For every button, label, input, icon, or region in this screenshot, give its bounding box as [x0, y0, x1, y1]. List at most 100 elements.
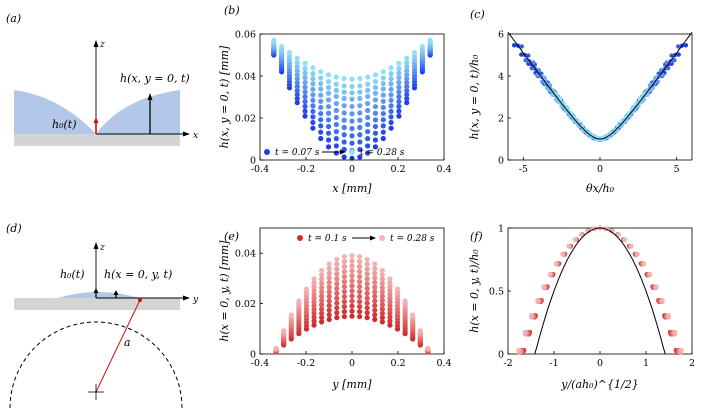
data-point [388, 92, 394, 98]
data-point [356, 298, 363, 305]
data-point [319, 315, 325, 321]
data-point [333, 114, 339, 121]
data-point [302, 113, 308, 119]
data-point [372, 110, 379, 116]
data-point [294, 87, 300, 94]
data-point [334, 300, 340, 306]
data-point [380, 92, 386, 98]
data-point [379, 280, 385, 286]
data-point [380, 75, 386, 81]
data-point [356, 254, 363, 260]
data-point [319, 319, 325, 325]
data-point [325, 79, 332, 85]
data-point [676, 52, 681, 57]
h0-arrowhead-a [93, 117, 99, 123]
data-point [365, 114, 371, 121]
data-point [349, 293, 355, 299]
data-point [311, 318, 317, 324]
data-point [310, 114, 316, 120]
chart-e-ylabel: h(x = 0, y, t) [mm] [218, 240, 231, 342]
data-point [294, 72, 300, 78]
data-point [404, 91, 410, 98]
y-tick-label: 0 [498, 350, 504, 361]
data-point [341, 288, 348, 295]
chart-f-points [516, 225, 684, 355]
data-point [379, 289, 385, 295]
data-point [318, 98, 324, 104]
data-point [341, 313, 348, 320]
chart-c-theory-curve [507, 31, 693, 140]
data-point [364, 261, 370, 267]
chart-c-ticks: -5 0 5 0 2 4 6 [498, 30, 680, 176]
data-point [310, 103, 316, 109]
data-point [372, 79, 379, 85]
data-point [372, 84, 379, 91]
data-point [349, 133, 355, 139]
data-point [372, 312, 378, 318]
y-tick-label: 0.02 [235, 299, 256, 310]
x-tick-label: 0 [597, 164, 603, 175]
data-point [365, 74, 371, 80]
data-point [319, 289, 325, 295]
data-point [622, 237, 628, 242]
data-point [364, 295, 370, 301]
data-point [341, 303, 348, 310]
data-point [325, 123, 332, 130]
data-point [357, 146, 363, 153]
data-point [660, 298, 665, 303]
data-point [318, 129, 324, 135]
data-point [325, 84, 332, 91]
y-tick-label: 0.5 [489, 287, 504, 298]
data-point [281, 328, 287, 334]
data-point [411, 53, 418, 59]
data-point [404, 100, 410, 106]
data-point [379, 293, 385, 299]
data-point [311, 280, 317, 286]
data-point [379, 272, 385, 278]
data-point [396, 103, 402, 109]
data-point [311, 276, 317, 282]
data-point [372, 103, 379, 110]
data-point [294, 64, 300, 70]
data-point [333, 150, 339, 156]
chart-f-theory-curve [534, 227, 666, 355]
data-point [387, 303, 393, 309]
data-point [387, 322, 393, 328]
data-point [310, 92, 316, 98]
x-tick-label: 5 [674, 164, 680, 175]
x-tick-label: 0.4 [436, 164, 451, 175]
data-point [333, 81, 339, 87]
data-point [380, 86, 386, 92]
data-point [341, 284, 348, 290]
data-point [364, 310, 370, 316]
x-tick-label: 0 [349, 164, 355, 175]
data-point [526, 53, 531, 58]
data-point [349, 263, 355, 269]
data-point [379, 285, 385, 291]
data-point [311, 283, 317, 290]
data-point [326, 316, 332, 323]
data-point [310, 97, 316, 103]
legend-b-end-marker [349, 149, 355, 155]
legend-e-start: t = 0.1 s [308, 234, 347, 244]
data-point [528, 313, 534, 318]
data-point [341, 117, 347, 123]
data-point [310, 108, 316, 114]
chart-f-ylabel: h(x = 0, y, t)/h₀ [468, 249, 481, 333]
data-point [310, 119, 316, 126]
data-point [356, 293, 363, 300]
data-point [318, 117, 324, 123]
data-point [536, 68, 542, 73]
data-point [379, 297, 385, 304]
data-point [379, 306, 385, 312]
data-point [333, 107, 339, 114]
data-point [334, 266, 340, 272]
panel-label-e: (e) [224, 230, 239, 243]
data-point [387, 283, 393, 290]
data-point [372, 123, 379, 130]
chart-c: (c) -5 0 5 0 2 4 6 θx/h₀ h(x, y = 0, t)/h₀ [468, 8, 693, 195]
data-point [365, 93, 371, 100]
data-point [372, 284, 378, 290]
data-point [676, 44, 681, 49]
data-point [294, 60, 300, 66]
